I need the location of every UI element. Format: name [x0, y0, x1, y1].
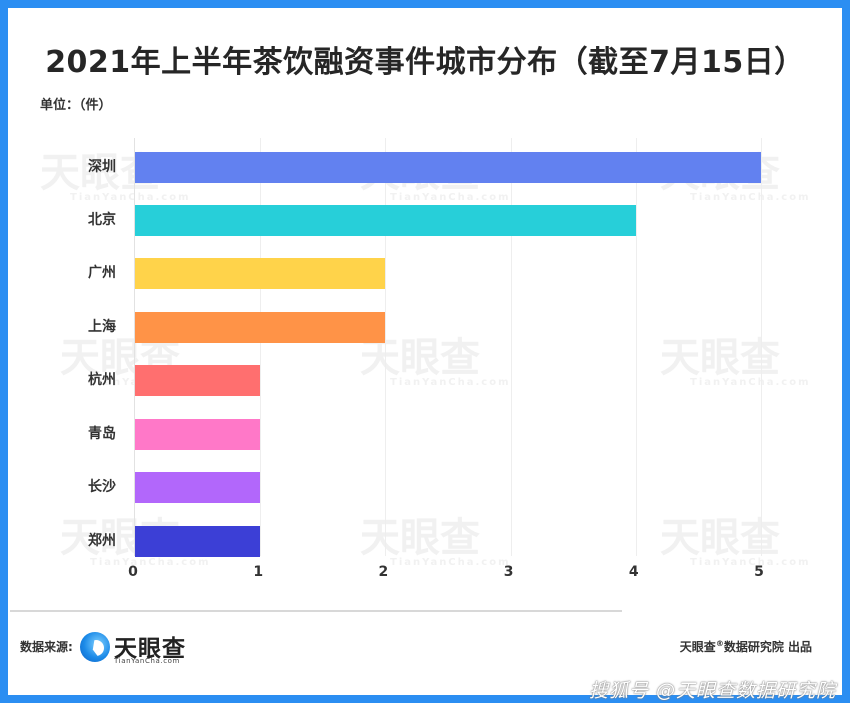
- logo-eye-icon: [80, 632, 110, 662]
- logo-domain: TianYanCha.com: [114, 657, 180, 665]
- credit-rest: 数据研究院 出品: [723, 640, 812, 654]
- chart-title: 2021年上半年茶饮融资事件城市分布（截至7月15日）: [45, 45, 805, 80]
- gridline: [761, 138, 762, 556]
- chart-card: [8, 8, 842, 695]
- credit-text: 天眼查®数据研究院 出品: [680, 638, 812, 655]
- category-label: 北京: [88, 212, 116, 228]
- x-tick-label: 1: [253, 564, 264, 580]
- x-tick-label: 4: [628, 564, 639, 580]
- bar[interactable]: [135, 526, 261, 557]
- data-source-label: 数据来源:: [20, 640, 73, 654]
- x-tick-label: 5: [754, 564, 764, 580]
- y-axis-line: [134, 138, 135, 556]
- x-tick-label: 3: [503, 564, 514, 580]
- category-label: 青岛: [88, 426, 116, 442]
- bar[interactable]: [135, 205, 636, 236]
- credit-brand: 天眼查: [679, 640, 716, 654]
- gridline: [385, 138, 387, 556]
- category-label: 上海: [88, 319, 116, 335]
- unit-label: 单位：（件）: [40, 98, 112, 113]
- category-label: 广州: [88, 265, 116, 281]
- registered-mark: ®: [715, 639, 724, 648]
- bar[interactable]: [135, 258, 386, 289]
- x-tick-label: 0: [128, 564, 138, 580]
- platform-watermark: 搜狐号 @天眼查数据研究院: [588, 680, 836, 702]
- category-label: 深圳: [88, 159, 116, 175]
- category-label: 长沙: [88, 479, 116, 495]
- category-label: 杭州: [88, 372, 116, 388]
- footer-divider: [10, 610, 622, 612]
- bar[interactable]: [135, 365, 261, 396]
- bar[interactable]: [135, 312, 386, 343]
- bar[interactable]: [135, 152, 761, 183]
- logo-name: 天眼查: [114, 636, 186, 662]
- bar[interactable]: [135, 472, 261, 503]
- x-tick-label: 2: [378, 564, 389, 580]
- gridline: [510, 138, 512, 556]
- tianyancha-logo: 天眼查 TianYanCha.com: [80, 630, 190, 666]
- bar[interactable]: [135, 419, 261, 450]
- category-label: 郑州: [88, 533, 116, 549]
- gridline: [260, 138, 262, 556]
- gridline: [635, 138, 637, 556]
